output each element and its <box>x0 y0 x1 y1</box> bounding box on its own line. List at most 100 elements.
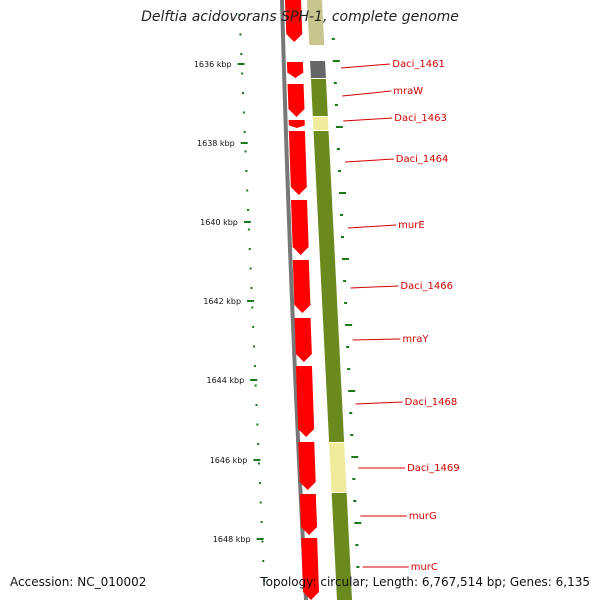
cds-arrow <box>288 120 305 128</box>
gene-leader-line <box>340 63 391 69</box>
gc-dot <box>246 189 249 192</box>
gene-labels: Daci_1461 mraW Daci_1463 Daci_1464 murE Daci_… <box>340 59 460 573</box>
right-dash <box>342 258 350 260</box>
right-dash <box>355 544 359 546</box>
function-segment <box>310 61 326 78</box>
right-dash <box>332 60 340 62</box>
cds-arrow <box>287 84 305 117</box>
right-dash <box>331 38 335 40</box>
scale-tick <box>243 221 251 223</box>
right-dash <box>341 236 345 238</box>
gene-leader-line <box>343 117 393 122</box>
gc-dot <box>251 306 254 309</box>
scale-tick <box>256 538 264 540</box>
gene-label-murE: murE <box>398 220 425 231</box>
gc-dot <box>258 482 261 484</box>
gene-label-Daci_1461: Daci_1461 <box>392 59 445 70</box>
map-title: Delftia acidovorans SPH-1, complete geno… <box>141 9 459 25</box>
gene-label-mraW: mraW <box>393 86 423 97</box>
gc-dot <box>240 53 243 55</box>
gc-dot <box>245 170 248 172</box>
scale-tick-label: 1638 kbp <box>197 139 235 148</box>
cds-track <box>285 0 319 600</box>
scale-tick-label: 1648 kbp <box>213 535 251 544</box>
gene-leader-line <box>352 338 401 341</box>
gc-dot <box>247 209 250 211</box>
right-dash <box>344 302 348 304</box>
gene-label-Daci_1463: Daci_1463 <box>394 113 447 124</box>
right-dash <box>336 148 340 150</box>
cds-arrow <box>288 131 307 195</box>
right-dash <box>334 104 338 106</box>
right-dash <box>356 566 360 568</box>
function-track <box>307 0 352 600</box>
function-segment <box>307 0 325 45</box>
gc-dot <box>248 248 251 250</box>
gc-dot <box>252 345 255 348</box>
scale-ticks: 1636 kbp 1638 kbp 1640 kbp 1642 kbp 1644 kbp… <box>194 60 264 544</box>
cds-arrow <box>299 494 318 535</box>
function-segment <box>329 443 347 492</box>
gc-dot <box>249 267 252 270</box>
scale-tick <box>247 300 255 302</box>
scale-tick-label: 1640 kbp <box>200 218 238 227</box>
gene-leader-line <box>355 401 403 405</box>
gc-dot <box>253 365 256 367</box>
gene-label-Daci_1464: Daci_1464 <box>396 154 449 165</box>
gc-dot <box>244 150 247 153</box>
gc-dot <box>238 14 241 16</box>
gc-dot <box>256 423 259 426</box>
right-dash <box>351 456 359 458</box>
gc-dot <box>243 131 246 133</box>
accession-text: Accession: NC_010002 <box>10 575 147 589</box>
gc-dot <box>261 540 264 543</box>
right-dash <box>354 522 362 524</box>
right-dash <box>333 82 337 84</box>
right-dash <box>349 412 353 414</box>
gene-label-Daci_1466: Daci_1466 <box>400 281 453 292</box>
scale-tick <box>240 142 248 144</box>
function-segment <box>331 493 352 600</box>
gene-leader-line <box>342 90 392 97</box>
gene-label-Daci_1468: Daci_1468 <box>405 397 458 408</box>
gene-leader-line <box>344 158 394 163</box>
gc-dot <box>242 111 245 114</box>
scale-tick-label: 1646 kbp <box>210 456 248 465</box>
gc-skew-dots <box>238 14 266 582</box>
cds-arrow <box>292 260 311 313</box>
right-dash <box>337 170 341 172</box>
gc-dot <box>262 560 265 562</box>
scale-tick <box>250 379 258 381</box>
cds-arrow <box>295 366 315 437</box>
gc-dot <box>257 443 260 445</box>
cds-arrow <box>294 318 312 362</box>
gene-label-murG: murG <box>409 511 437 522</box>
topology-text: Topology: circular; Length: 6,767,514 bp… <box>260 575 590 589</box>
cds-arrow <box>286 62 304 78</box>
right-dash <box>339 214 343 216</box>
gene-label-murC: murC <box>411 562 438 573</box>
gc-dot <box>241 72 244 75</box>
right-dash <box>353 500 357 502</box>
scale-tick-label: 1636 kbp <box>194 60 232 69</box>
gc-dot <box>259 501 262 504</box>
gene-leader-line <box>347 224 397 229</box>
right-dash <box>335 126 343 128</box>
gc-dot <box>254 384 257 387</box>
gene-leader-line <box>350 285 399 289</box>
gc-dot <box>260 521 263 523</box>
scale-tick <box>237 63 245 65</box>
function-segment <box>313 131 345 442</box>
cds-arrow <box>301 538 319 600</box>
gc-dot <box>258 462 261 465</box>
scale-tick-label: 1644 kbp <box>206 376 244 385</box>
function-segment <box>312 117 329 130</box>
right-dash <box>346 346 350 348</box>
gc-dot <box>241 92 244 94</box>
gene-label-mraY: mraY <box>402 334 429 345</box>
scale-tick-label: 1642 kbp <box>203 297 241 306</box>
cds-arrow <box>291 200 309 255</box>
gc-dot <box>239 33 242 36</box>
gc-dot <box>247 228 250 231</box>
